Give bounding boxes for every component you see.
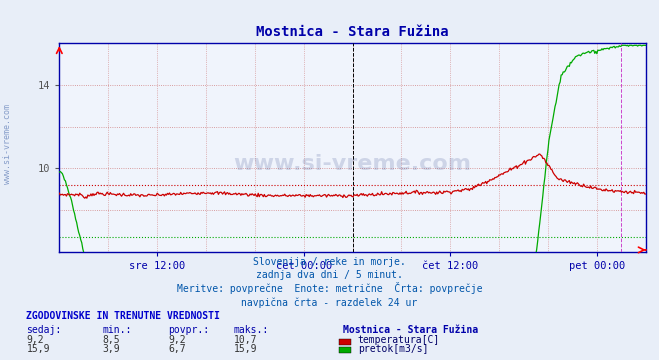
- Text: 9,2: 9,2: [26, 335, 44, 345]
- Text: temperatura[C]: temperatura[C]: [358, 335, 440, 345]
- Text: 3,9: 3,9: [102, 344, 120, 354]
- Text: maks.:: maks.:: [234, 325, 269, 335]
- Text: Meritve: povprečne  Enote: metrične  Črta: povprečje: Meritve: povprečne Enote: metrične Črta:…: [177, 282, 482, 294]
- Text: povpr.:: povpr.:: [168, 325, 209, 335]
- Text: 15,9: 15,9: [234, 344, 258, 354]
- Text: www.si-vreme.com: www.si-vreme.com: [3, 104, 13, 184]
- Text: pretok[m3/s]: pretok[m3/s]: [358, 344, 428, 354]
- Text: 6,7: 6,7: [168, 344, 186, 354]
- Text: www.si-vreme.com: www.si-vreme.com: [233, 154, 472, 174]
- Text: min.:: min.:: [102, 325, 132, 335]
- Text: 8,5: 8,5: [102, 335, 120, 345]
- Text: 15,9: 15,9: [26, 344, 50, 354]
- Text: Slovenija / reke in morje.: Slovenija / reke in morje.: [253, 257, 406, 267]
- Text: Mostnica - Stara Fužina: Mostnica - Stara Fužina: [343, 325, 478, 335]
- Text: ZGODOVINSKE IN TRENUTNE VREDNOSTI: ZGODOVINSKE IN TRENUTNE VREDNOSTI: [26, 311, 220, 321]
- Title: Mostnica - Stara Fužina: Mostnica - Stara Fužina: [256, 25, 449, 39]
- Text: 10,7: 10,7: [234, 335, 258, 345]
- Text: sedaj:: sedaj:: [26, 325, 61, 335]
- Text: 9,2: 9,2: [168, 335, 186, 345]
- Text: zadnja dva dni / 5 minut.: zadnja dva dni / 5 minut.: [256, 270, 403, 280]
- Text: navpična črta - razdelek 24 ur: navpična črta - razdelek 24 ur: [241, 297, 418, 308]
